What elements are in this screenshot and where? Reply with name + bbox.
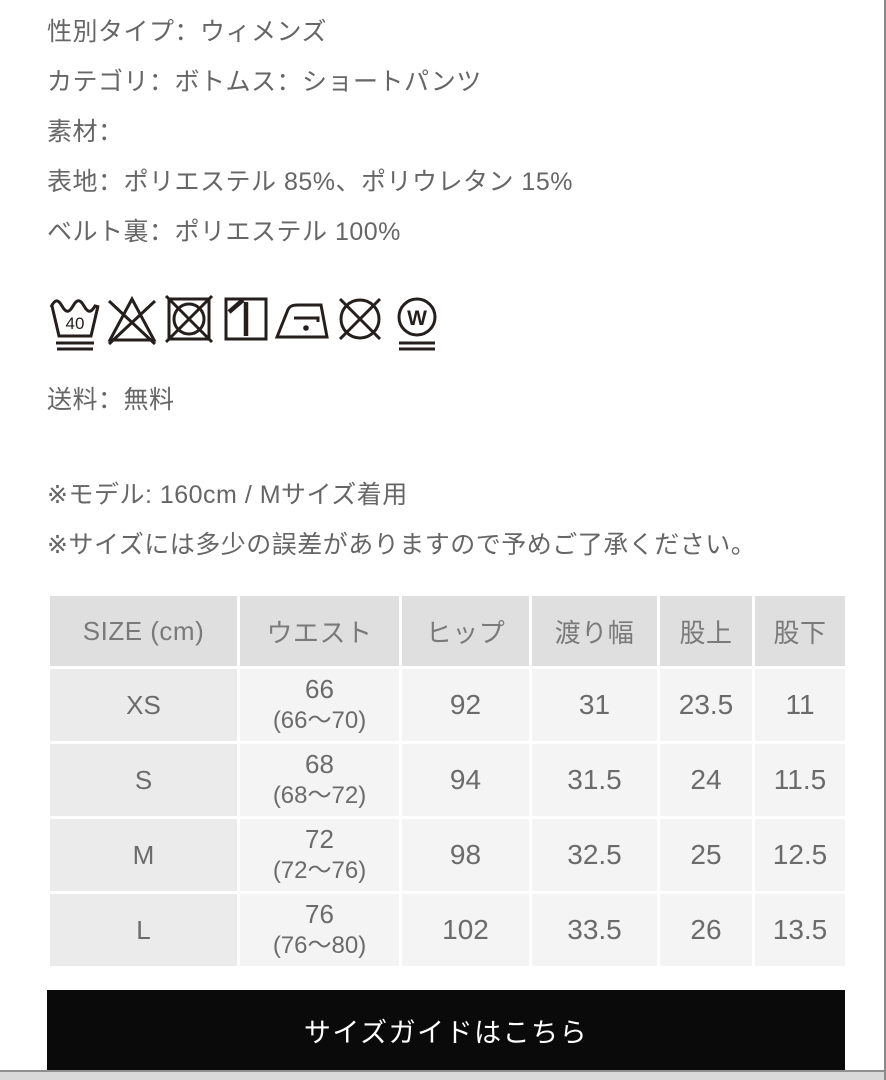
- cell-rise: 26: [657, 891, 755, 969]
- waist-value: 68: [305, 749, 334, 779]
- size-table: SIZE (cm) ウエスト ヒップ 渡り幅 股上 股下 XS 66 (66〜7…: [47, 593, 848, 969]
- waist-range: (66〜70): [272, 707, 367, 734]
- size-row-l: L 76 (76〜80) 102 33.5 26 13.5: [47, 891, 848, 969]
- do-not-bleach-icon: [107, 295, 157, 346]
- waist-value: 66: [305, 674, 334, 704]
- outer-fabric-line: 表地：ポリエステル 85%、ポリウレタン 15%: [47, 168, 573, 196]
- wet-clean-very-gentle-icon: W: [397, 297, 437, 351]
- cell-hip: 92: [399, 666, 532, 744]
- cell-size: S: [47, 741, 240, 819]
- cell-inseam: 11: [752, 666, 848, 744]
- header-hip: ヒップ: [399, 593, 532, 669]
- cell-thigh-width: 33.5: [529, 891, 660, 969]
- size-table-header-row: SIZE (cm) ウエスト ヒップ 渡り幅 股上 股下: [47, 593, 848, 669]
- category-line: カテゴリ：ボトムス：ショートパンツ: [47, 68, 482, 96]
- do-not-dry-clean-icon: [338, 297, 382, 341]
- header-inseam: 股下: [752, 593, 848, 669]
- cell-waist: 68 (68〜72): [237, 741, 402, 819]
- cell-waist: 76 (76〜80): [237, 891, 402, 969]
- cell-thigh-width: 31: [529, 666, 660, 744]
- cell-rise: 23.5: [657, 666, 755, 744]
- header-thigh-width: 渡り幅: [529, 593, 660, 669]
- header-size: SIZE (cm): [47, 593, 240, 669]
- header-waist: ウエスト: [237, 593, 402, 669]
- cell-size: XS: [47, 666, 240, 744]
- size-guide-button[interactable]: サイズガイドはこちら: [47, 990, 845, 1070]
- window-right-border: [884, 0, 886, 1080]
- cell-inseam: 12.5: [752, 816, 848, 894]
- belt-lining-line: ベルト裏：ポリエステル 100%: [47, 218, 401, 246]
- cell-inseam: 13.5: [752, 891, 848, 969]
- waist-value: 76: [305, 899, 334, 929]
- bottom-divider: [0, 1070, 886, 1080]
- waist-range: (68〜72): [272, 782, 367, 809]
- size-row-xs: XS 66 (66〜70) 92 31 23.5 11: [47, 666, 848, 744]
- waist-range: (76〜80): [272, 932, 367, 959]
- cell-inseam: 11.5: [752, 741, 848, 819]
- size-row-s: S 68 (68〜72) 94 31.5 24 11.5: [47, 741, 848, 819]
- svg-text:40: 40: [66, 314, 85, 333]
- cell-waist: 66 (66〜70): [237, 666, 402, 744]
- waist-range: (72〜76): [272, 857, 367, 884]
- header-rise: 股上: [657, 593, 755, 669]
- waist-value: 72: [305, 824, 334, 854]
- svg-text:W: W: [407, 307, 427, 330]
- cell-hip: 98: [399, 816, 532, 894]
- cell-size: L: [47, 891, 240, 969]
- cell-rise: 25: [657, 816, 755, 894]
- size-row-m: M 72 (72〜76) 98 32.5 25 12.5: [47, 816, 848, 894]
- cell-waist: 72 (72〜76): [237, 816, 402, 894]
- shipping-line: 送料：無料: [47, 386, 175, 414]
- iron-low-temperature-icon: [275, 303, 329, 339]
- machine-wash-40-very-gentle-icon: 40: [49, 299, 100, 351]
- size-disclaimer-note: ※サイズには多少の誤差がありますので予めご了承ください。: [47, 531, 757, 559]
- cell-rise: 24: [657, 741, 755, 819]
- care-symbols-row: 40: [47, 291, 845, 355]
- cell-hip: 102: [399, 891, 532, 969]
- do-not-tumble-dry-icon: [164, 294, 214, 344]
- line-dry-in-shade-icon: [224, 297, 268, 341]
- cell-hip: 94: [399, 741, 532, 819]
- gender-type-line: 性別タイプ：ウィメンズ: [47, 18, 328, 46]
- material-label-line: 素材：: [47, 118, 124, 146]
- cell-size: M: [47, 816, 240, 894]
- model-note: ※モデル: 160cm / Mサイズ着用: [47, 481, 408, 509]
- cell-thigh-width: 31.5: [529, 741, 660, 819]
- cell-thigh-width: 32.5: [529, 816, 660, 894]
